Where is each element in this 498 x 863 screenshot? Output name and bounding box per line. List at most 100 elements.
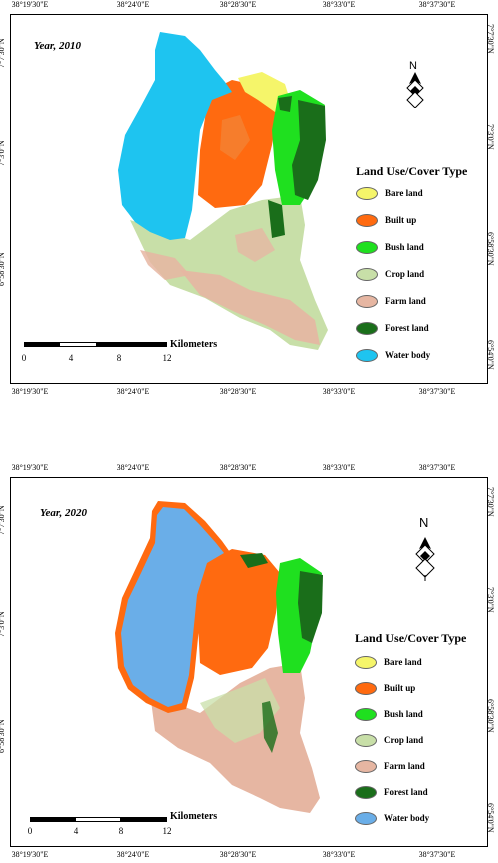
legend-label: Built up [384, 683, 416, 693]
land-cover-map [118, 32, 328, 350]
scale-tick: 4 [73, 826, 79, 836]
legend-label: Crop land [385, 269, 425, 279]
legend-swatch-water-body [356, 348, 378, 362]
lon-label-bottom: 38°28'30"E [219, 387, 257, 396]
legend-item: Crop land [356, 267, 424, 281]
map-year-title: Year, 2020 [40, 507, 88, 519]
legend-label: Water body [384, 813, 430, 823]
legend-title: Land Use/Cover Type [356, 164, 468, 178]
lon-label-bottom: 38°33'0"E [322, 850, 356, 859]
legend-label: Bare land [384, 657, 422, 667]
scale-tick: 8 [116, 353, 122, 363]
legend-label: Bush land [385, 242, 424, 252]
legend-label: Built up [385, 215, 417, 225]
scale-unit: Kilometers [170, 339, 218, 350]
legend-swatch-built-up [356, 213, 378, 227]
legend-swatch-forest-land [356, 321, 378, 335]
legend-swatch-bare-land [355, 655, 377, 669]
legend-label: Forest land [385, 323, 429, 333]
farm-land-area [235, 228, 275, 262]
scale-tick: 0 [21, 353, 27, 363]
lon-label-bottom: 38°24'0"E [116, 850, 150, 859]
legend-item: Built up [356, 213, 416, 227]
water-body-area [121, 507, 224, 707]
lon-label-top: 38°19'30"E [11, 463, 49, 472]
map-year-title: Year, 2010 [34, 40, 82, 52]
land-cover-map [115, 501, 323, 813]
lon-label-top: 38°33'0"E [322, 0, 356, 9]
lon-label-bottom: 38°19'30"E [11, 387, 49, 396]
legend-swatch-bush-land [356, 240, 378, 254]
lon-label-bottom: 38°37'30"E [418, 387, 456, 396]
forest-land-area [278, 96, 292, 112]
scale-bar [30, 817, 167, 822]
lon-label-bottom: 38°33'0"E [322, 387, 356, 396]
legend-title: Land Use/Cover Type [355, 631, 467, 645]
legend-label: Bare land [385, 188, 423, 198]
north-label: N [419, 515, 429, 530]
lon-label-bottom: 38°28'30"E [219, 850, 257, 859]
lon-label-top: 38°24'0"E [116, 0, 150, 9]
legend-item: Forest land [355, 785, 428, 799]
scale-tick: 8 [118, 826, 124, 836]
scale-tick: 12 [162, 826, 172, 836]
legend-swatch-water-body [355, 811, 377, 825]
lon-label-top: 38°33'0"E [322, 463, 356, 472]
lon-label-top: 38°28'30"E [219, 0, 257, 9]
legend-label: Forest land [384, 787, 428, 797]
map-frame [10, 14, 488, 384]
legend-label: Crop land [384, 735, 424, 745]
north-arrow-icon [415, 537, 435, 581]
lon-label-bottom: 38°24'0"E [116, 387, 150, 396]
legend-item: Built up [355, 681, 415, 695]
lon-label-top: 38°37'30"E [418, 0, 456, 9]
crop-land-area [200, 678, 280, 743]
legend-label: Water body [385, 350, 431, 360]
legend-item: Bush land [355, 707, 423, 721]
legend-item: Water body [355, 811, 429, 825]
legend-label: Farm land [385, 296, 426, 306]
lon-label-bottom: 38°37'30"E [418, 850, 456, 859]
forest-land-area [262, 701, 278, 753]
legend-item: Bare land [356, 186, 423, 200]
forest-land-area [268, 200, 285, 238]
legend-swatch-farm-land [355, 759, 377, 773]
legend-swatch-crop-land [355, 733, 377, 747]
legend-item: Water body [356, 348, 430, 362]
scale-tick: 4 [68, 353, 74, 363]
legend-swatch-bare-land [356, 186, 378, 200]
legend-item: Farm land [355, 759, 425, 773]
scale-tick: 12 [162, 353, 172, 363]
legend-item: Forest land [356, 321, 429, 335]
forest-land-area [298, 571, 323, 643]
lon-label-top: 38°24'0"E [116, 463, 150, 472]
legend-swatch-crop-land [356, 267, 378, 281]
legend-item: Crop land [355, 733, 423, 747]
map-panel-2010: 38°19'30"E 38°24'0"E 38°28'30"E 38°33'0"… [0, 0, 498, 400]
scale-bar [24, 342, 167, 347]
map-frame [10, 477, 488, 847]
legend-label: Bush land [384, 709, 423, 719]
built-up-area [198, 549, 280, 675]
legend-swatch-farm-land [356, 294, 378, 308]
farm-land-area [180, 270, 320, 345]
legend-item: Bush land [356, 240, 424, 254]
built-up-area [220, 115, 250, 160]
lon-label-top: 38°37'30"E [418, 463, 456, 472]
forest-land-area [292, 100, 326, 200]
legend-item: Bare land [355, 655, 422, 669]
legend-swatch-built-up [355, 681, 377, 695]
lon-label-top: 38°28'30"E [219, 463, 257, 472]
legend-item: Farm land [356, 294, 426, 308]
map-panel-2020: 38°19'30"E 38°24'0"E 38°28'30"E 38°33'0"… [0, 463, 498, 863]
scale-tick: 0 [27, 826, 33, 836]
farm-land-area [140, 250, 190, 280]
north-label: N [409, 60, 417, 72]
north-arrow-icon [406, 72, 424, 108]
forest-land-area [240, 553, 268, 568]
legend-label: Farm land [384, 761, 425, 771]
water-body-area [118, 32, 232, 240]
legend-swatch-bush-land [355, 707, 377, 721]
lon-label-top: 38°19'30"E [11, 0, 49, 9]
legend-swatch-forest-land [355, 785, 377, 799]
